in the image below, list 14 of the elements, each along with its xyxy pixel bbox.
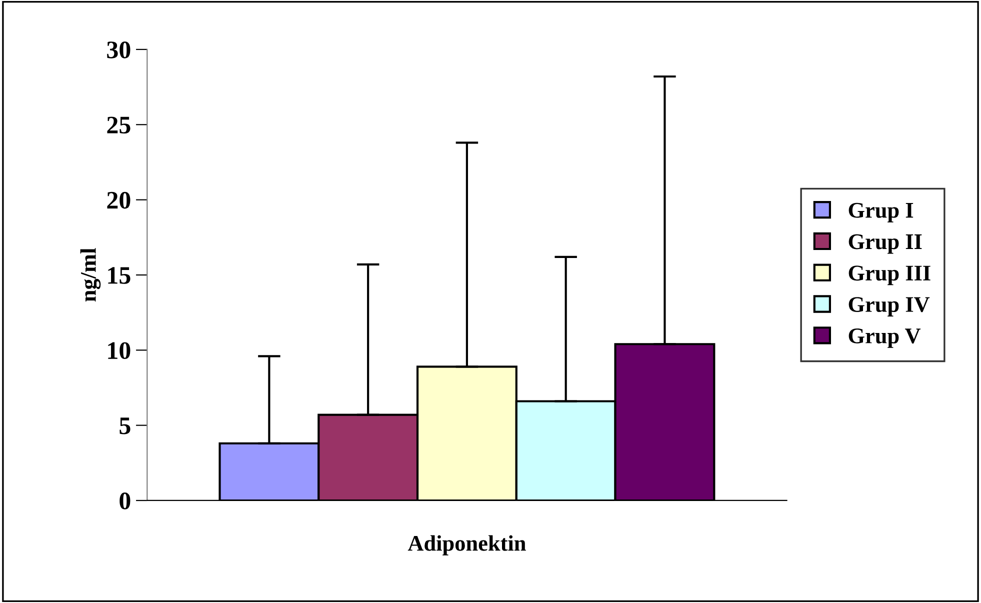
y-tick-label: 5 xyxy=(120,418,130,434)
y-tick-label: 25 xyxy=(107,116,130,134)
y-tick-label: 15 xyxy=(108,267,130,284)
legend-label: Grup V xyxy=(848,328,921,348)
y-tick-label: 20 xyxy=(107,192,130,209)
y-tick-label: 10 xyxy=(108,342,130,360)
x-tick-label: Adiponektin xyxy=(408,535,526,556)
legend-label: Grup III xyxy=(848,266,930,286)
y-tick-label: 0 xyxy=(120,492,130,510)
y-axis-title: ng/ml xyxy=(80,248,101,302)
legend-label: Grup I xyxy=(848,202,914,222)
legend-label: Grup II xyxy=(848,234,922,254)
y-tick-label: 30 xyxy=(107,41,130,58)
legend-label: Grup IV xyxy=(848,297,930,317)
